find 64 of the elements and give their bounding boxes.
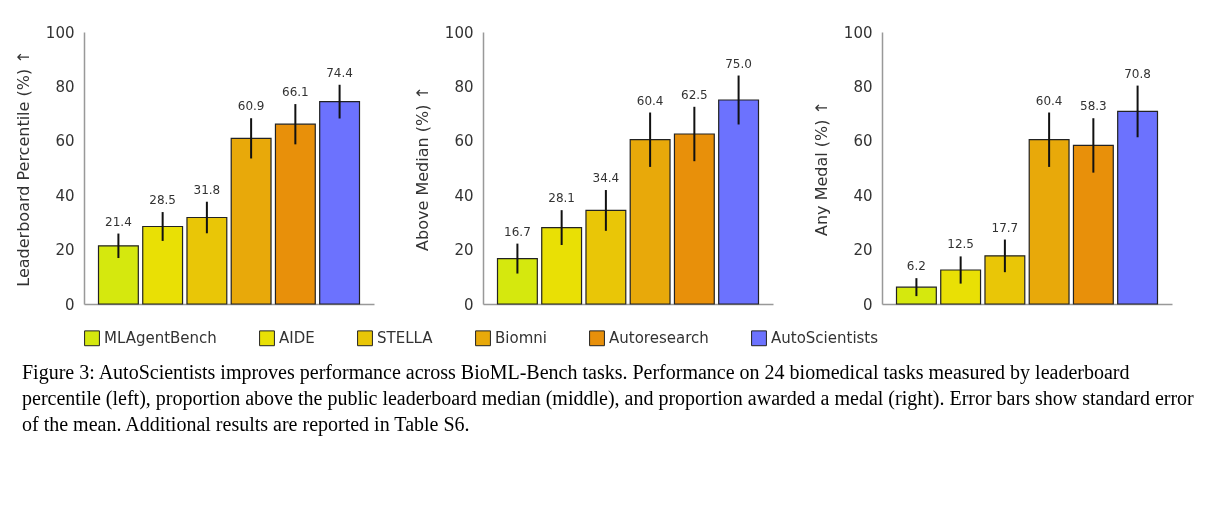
y-tick-label: 0 <box>862 295 873 314</box>
bar <box>319 101 361 305</box>
data-label: 28.5 <box>149 193 176 208</box>
bar <box>940 269 982 305</box>
legend-label: AIDE <box>279 329 315 348</box>
y-tick-label: 0 <box>463 295 474 314</box>
legend-label: AutoScientists <box>771 329 879 348</box>
bar <box>1072 144 1114 305</box>
y-tick-label: 100 <box>444 23 474 42</box>
y-axis-title: Above Median (%) ↑ <box>412 86 432 251</box>
data-label: 31.8 <box>193 182 221 197</box>
y-tick-label: 20 <box>454 241 474 260</box>
bar <box>629 139 671 305</box>
y-tick-label: 80 <box>853 77 873 96</box>
data-label: 75.0 <box>725 56 752 71</box>
bar <box>1028 139 1070 305</box>
y-tick-label: 60 <box>55 132 75 151</box>
y-tick-label: 20 <box>55 241 75 260</box>
y-tick-label: 40 <box>55 186 75 205</box>
y-tick-label: 40 <box>454 186 474 205</box>
bar <box>97 245 139 305</box>
data-label: 34.4 <box>592 171 620 186</box>
bar <box>585 209 627 305</box>
y-tick-label: 60 <box>454 132 474 151</box>
bar <box>274 123 316 305</box>
y-tick-label: 0 <box>64 295 75 314</box>
data-label: 17.7 <box>991 220 1019 235</box>
bar <box>718 99 760 305</box>
y-axis-title: Any Medal (%) ↑ <box>811 101 831 236</box>
legend-label: Autoresearch <box>609 329 709 348</box>
y-tick-label: 60 <box>853 132 873 151</box>
bar <box>895 286 937 305</box>
bar <box>142 225 184 305</box>
y-tick-label: 100 <box>843 23 873 42</box>
bar <box>186 216 228 305</box>
y-tick-label: 20 <box>853 241 873 260</box>
data-label: 66.1 <box>282 85 309 100</box>
data-label: 62.5 <box>681 87 708 102</box>
data-label: 28.1 <box>548 191 575 206</box>
data-label: 74.4 <box>326 65 353 80</box>
bar <box>496 257 538 305</box>
y-tick-label: 80 <box>55 77 75 96</box>
bar <box>984 255 1026 305</box>
y-tick-label: 80 <box>454 77 474 96</box>
data-label: 21.4 <box>105 214 132 229</box>
caption: Figure 3: AutoScientists improves performance across BioML-Bench tasks. Performance on 24 biomedical tasks measured by leaderboard percentile (left), proportion above the public leaderboard median (middle), and proportion awarded a medal (right). Error bars show standard error of the mean. Additional results are reported in Table S6. <box>22 360 1195 437</box>
bar <box>1117 110 1159 305</box>
data-label: 60.4 <box>1035 93 1063 108</box>
y-tick-label: 100 <box>45 23 75 42</box>
bar <box>541 226 583 305</box>
legend-label: STELLA <box>377 329 434 348</box>
bar <box>673 133 715 305</box>
y-tick-label: 40 <box>853 186 873 205</box>
data-label: 12.5 <box>947 237 974 252</box>
bar <box>230 137 272 305</box>
data-label: 60.4 <box>636 93 664 108</box>
data-label: 58.3 <box>1080 99 1107 114</box>
y-axis-title: Leaderboard Percentile (%) ↑ <box>13 50 33 287</box>
data-label: 16.7 <box>504 224 531 239</box>
data-label: 6.2 <box>906 259 926 274</box>
legend-label: Biomni <box>495 329 547 348</box>
data-label: 60.9 <box>237 99 265 114</box>
legend-label: MLAgentBench <box>104 329 217 348</box>
data-label: 70.8 <box>1124 66 1151 81</box>
